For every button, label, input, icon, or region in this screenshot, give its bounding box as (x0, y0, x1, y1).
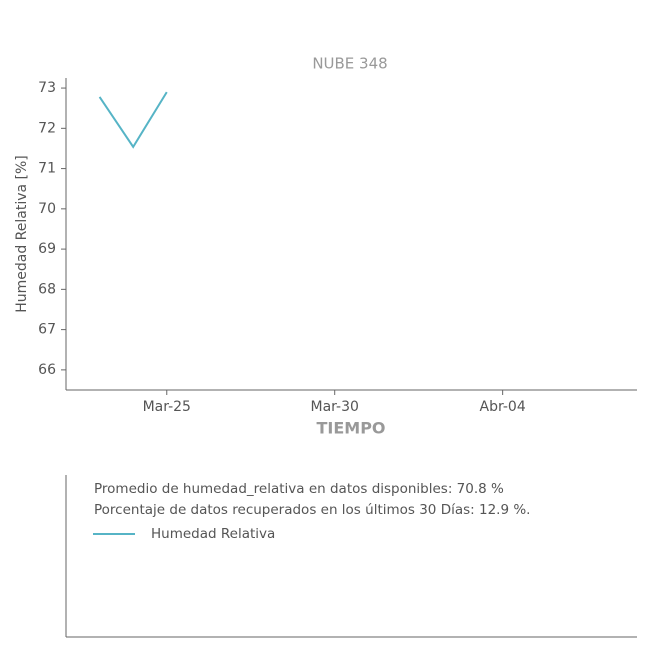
info-text: Promedio de humedad_relativa en datos di… (94, 481, 504, 497)
x-tick-label: Mar-25 (143, 399, 191, 415)
data-line (98, 91, 168, 149)
y-tick-label: 71 (38, 161, 56, 177)
y-tick-label: 70 (38, 201, 56, 217)
y-tick-label: 67 (38, 322, 56, 338)
y-tick-label: 69 (38, 241, 56, 257)
legend-label: Humedad Relativa (151, 526, 275, 542)
x-tick-label: Abr-04 (480, 399, 526, 415)
x-axis-label: TIEMPO (316, 419, 385, 438)
chart-title: NUBE 348 (312, 55, 387, 73)
x-tick-label: Mar-30 (311, 399, 359, 415)
y-tick-label: 68 (38, 281, 56, 297)
y-tick-label: 66 (38, 362, 56, 378)
y-tick-label: 73 (38, 80, 56, 96)
info-text: Porcentaje de datos recuperados en los ú… (94, 502, 530, 518)
y-axis-label: Humedad Relativa [%] (14, 155, 30, 313)
y-tick-label: 72 (38, 120, 56, 136)
